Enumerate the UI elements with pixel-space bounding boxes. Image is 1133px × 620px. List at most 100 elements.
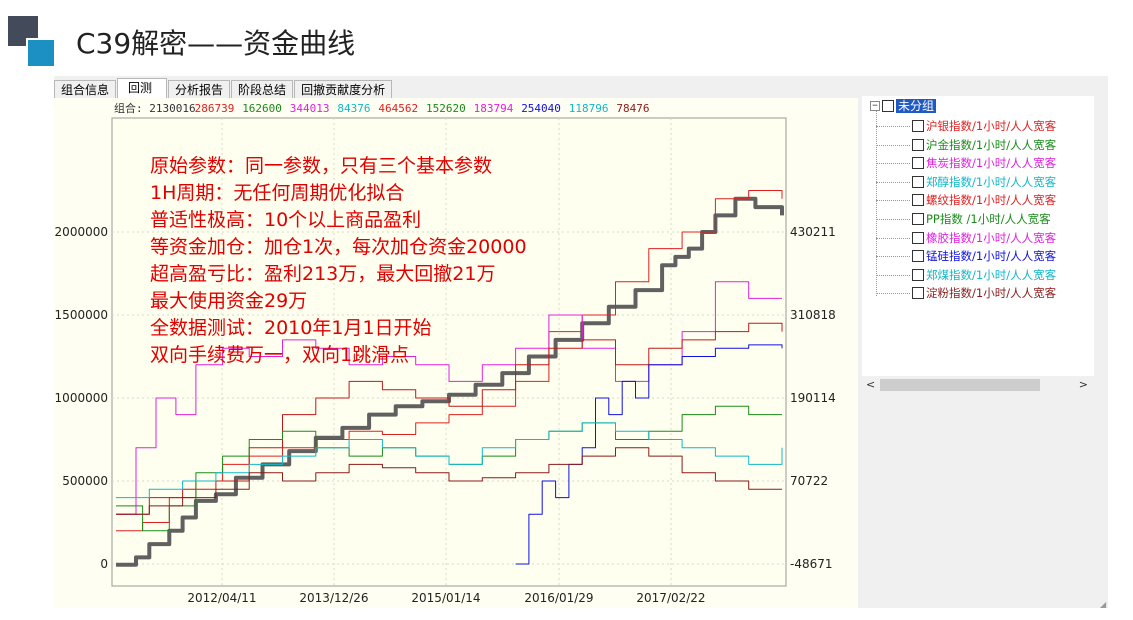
tab-bar: 组合信息 回测 分析报告 阶段总结 回撤贡献度分析: [54, 78, 393, 100]
tree-root-node[interactable]: − 未分组: [870, 98, 937, 114]
tree-horizontal-scrollbar[interactable]: < >: [862, 378, 1092, 392]
tree-item-checkbox[interactable]: [912, 268, 924, 281]
x-tick-label: 2015/01/14: [411, 591, 480, 605]
combo-value: 152620: [426, 102, 466, 115]
combo-value: 78476: [616, 102, 649, 115]
annotation-line: 原始参数：同一参数，只有三个基本参数: [150, 155, 492, 177]
annotation-line: 超高盈亏比：盈利213万，最大回撤21万: [150, 263, 495, 285]
y-right-tick-label: 70722: [790, 474, 828, 488]
root-label: 未分组: [896, 99, 937, 113]
resize-grip-icon[interactable]: ◢: [1100, 600, 1107, 609]
combo-value: 84376: [337, 102, 370, 115]
x-tick-label: 2013/12/26: [299, 591, 368, 605]
slide-logo-blue-square: [26, 38, 56, 68]
annotation-line: 1H周期：无任何周期优化拟合: [150, 182, 404, 204]
y-left-tick-label: 500000: [62, 474, 108, 488]
collapse-icon[interactable]: −: [870, 101, 880, 111]
annotation-line: 全数据测试：2010年1月1日开始: [150, 317, 432, 339]
tree-item-checkbox[interactable]: [912, 157, 924, 170]
slide-title: C39解密——资金曲线: [76, 27, 356, 60]
tree-item[interactable]: 橡胶指数/1小时/人人宽客: [912, 230, 1056, 246]
tree-item-checkbox[interactable]: [912, 194, 924, 207]
tree-item-label: PP指数 /1小时/人人宽客: [926, 212, 1051, 226]
tree-branch-line: [876, 126, 910, 127]
tree-item[interactable]: 沪金指数/1小时/人人宽客: [912, 137, 1056, 153]
tree-branch-line: [876, 144, 910, 146]
tab-2[interactable]: 分析报告: [168, 80, 231, 100]
tree-item-label: 沪银指数/1小时/人人宽客: [926, 119, 1057, 133]
series-line-5: [515, 344, 783, 565]
tree-item-label: 郑醇指数/1小时/人人宽客: [926, 174, 1057, 189]
tree-item[interactable]: 沪银指数/1小时/人人宽客: [912, 118, 1056, 134]
series-line-3: [116, 322, 783, 515]
x-tick-label: 2017/02/22: [636, 591, 705, 605]
tree-item-checkbox[interactable]: [912, 231, 924, 244]
tree-branch-line: [876, 237, 910, 239]
tree-branch-line: [876, 293, 910, 295]
tree-item-checkbox[interactable]: [912, 250, 924, 263]
y-left-tick-label: 1500000: [55, 308, 108, 322]
tree-item[interactable]: PP指数 /1小时/人人宽客: [912, 211, 1051, 227]
x-tick-label: 2012/04/11: [187, 591, 256, 605]
combo-value: 183794: [474, 102, 514, 115]
series-line-7: [116, 447, 782, 515]
series-line-6: [116, 422, 783, 499]
tree-item[interactable]: 淀粉指数/1小时/人人宽客: [912, 285, 1056, 301]
tree-item-checkbox[interactable]: [912, 175, 924, 188]
y-right-tick-label: 310818: [790, 308, 836, 322]
tree-branch-line: [876, 256, 910, 258]
tree-branch-line: [876, 219, 910, 220]
equity-curve-chart: 2000000 430211 1500000 310818 1000000 190114 5…: [55, 101, 836, 605]
y-right-tick-label: 190114: [790, 391, 836, 405]
equity-chart-panel: 2000000 430211 1500000 310818 1000000 190114 5…: [54, 98, 858, 608]
tree-item-checkbox[interactable]: [912, 138, 924, 151]
tree-item[interactable]: 螺纹指数/1小时/人人宽客: [912, 192, 1056, 208]
tree-item[interactable]: 焦炭指数/1小时/人人宽客: [912, 155, 1056, 171]
root-checkbox[interactable]: [882, 100, 894, 112]
tree-branch-line: [876, 163, 910, 165]
combo-values-prefix: 组合: 2130016: [114, 101, 196, 115]
tree-item-label: 郑煤指数/1小时/人人宽客: [926, 267, 1057, 282]
tree-item-label: 焦炭指数/1小时/人人宽客: [926, 156, 1057, 171]
tree-item-label: 沪金指数/1小时/人人宽客: [926, 137, 1057, 152]
combo-value: 344013: [290, 102, 330, 115]
tree-item-label: 锰硅指数/1小时/人人宽客: [926, 249, 1057, 264]
annotation-line: 双向手续费万一，双向1跳滑点: [150, 344, 409, 366]
y-left-tick-label: 0: [100, 557, 108, 571]
tab-1[interactable]: 回测: [117, 78, 168, 100]
tree-item-checkbox[interactable]: [912, 287, 924, 300]
scrollbar-thumb[interactable]: [880, 379, 1040, 391]
tree-item-checkbox[interactable]: [912, 120, 924, 132]
combo-value: 162600: [242, 102, 282, 115]
tab-0[interactable]: 组合信息: [54, 80, 117, 100]
combo-value: 254040: [521, 102, 561, 115]
combo-value: 118796: [569, 102, 609, 115]
tree-branch-line: [876, 200, 910, 202]
tree-item[interactable]: 郑煤指数/1小时/人人宽客: [912, 267, 1056, 283]
tab-4[interactable]: 回撤贡献度分析: [294, 80, 393, 100]
combo-value: 286739: [195, 102, 235, 115]
tree-item[interactable]: 郑醇指数/1小时/人人宽客: [912, 174, 1056, 190]
tree-branch-line: [876, 181, 910, 183]
tree-item-label: 淀粉指数/1小时/人人宽客: [926, 286, 1057, 301]
y-right-tick-label: 430211: [790, 225, 836, 239]
backtest-window: 组合信息 回测 分析报告 阶段总结 回撤贡献度分析 2000000 430211 15000…: [54, 76, 1108, 609]
tab-3[interactable]: 阶段总结: [231, 80, 294, 100]
tree-item[interactable]: 锰硅指数/1小时/人人宽客: [912, 248, 1056, 264]
strategy-tree: − 未分组 沪银指数/1小时/人人宽客 沪金指数/1小时/人人宽客 焦炭指数/1小时…: [862, 96, 1094, 376]
plot-area: [111, 117, 787, 587]
y-left-tick-label: 2000000: [55, 225, 108, 239]
tree-guide-line: [876, 110, 878, 296]
tree-branch-line: [876, 274, 910, 276]
annotation-line: 普适性极高：10个以上商品盈利: [150, 209, 421, 231]
combo-value: 464562: [378, 102, 418, 115]
tree-item-label: 橡胶指数/1小时/人人宽客: [926, 230, 1057, 245]
y-left-tick-label: 1000000: [55, 391, 108, 405]
tree-item-label: 螺纹指数/1小时/人人宽客: [926, 193, 1057, 208]
annotation-line: 最大使用资金29万: [150, 290, 307, 312]
x-tick-label: 2016/01/29: [524, 591, 593, 605]
scroll-right-icon[interactable]: >: [1078, 378, 1088, 391]
tree-item-checkbox[interactable]: [912, 213, 924, 225]
y-right-tick-label: -48671: [790, 557, 833, 571]
scroll-left-icon[interactable]: <: [866, 378, 876, 391]
